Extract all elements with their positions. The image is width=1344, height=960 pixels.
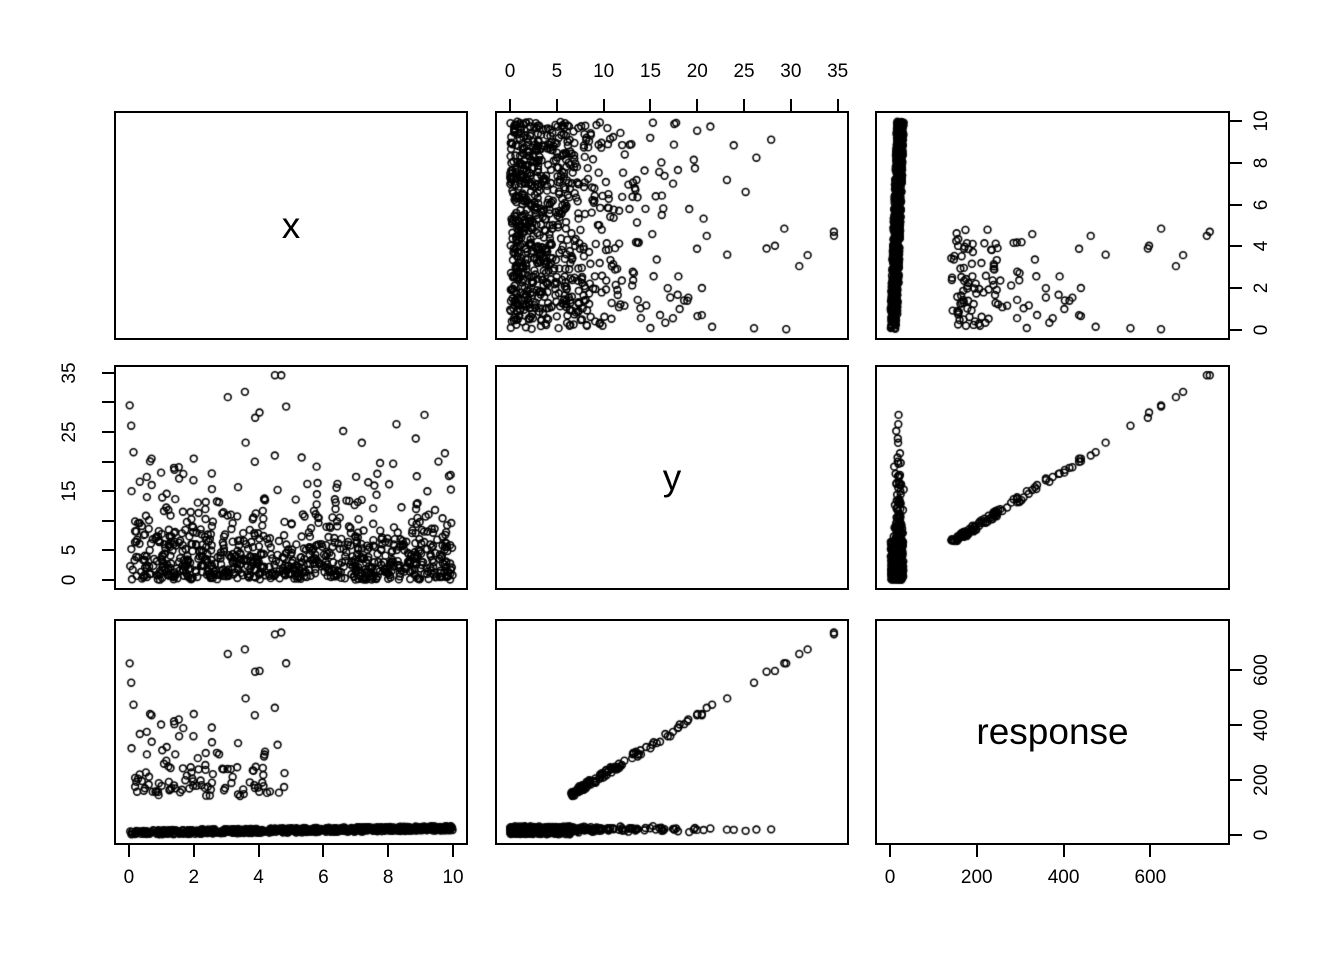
axis-tick (1230, 778, 1242, 781)
axis-tick (102, 431, 114, 433)
axis-tick (127, 845, 130, 857)
axis-tick-label: 35 (59, 362, 80, 384)
axis-tick-label: 0 (1251, 829, 1272, 841)
axis-tick (1230, 724, 1242, 726)
axis-tick-label: 4 (253, 867, 264, 888)
axis-tick (1230, 162, 1242, 164)
axis-tick (555, 99, 558, 111)
axis-tick-label: 2 (188, 867, 200, 888)
axis-tick (975, 845, 978, 857)
axis-tick-label: 15 (59, 480, 80, 502)
axis-tick-label: 35 (827, 61, 849, 82)
scatter-panel-y-vs-response (875, 365, 1230, 590)
axis-tick (889, 845, 892, 857)
axis-tick-label: 30 (780, 61, 802, 82)
diag-label-y: y (662, 456, 682, 498)
axis-tick-label: 10 (1251, 110, 1272, 132)
axis-tick-label: 2 (1251, 282, 1272, 294)
scatter-points-canvas (116, 367, 466, 588)
axis-tick (789, 99, 792, 111)
axis-tick-label: 5 (59, 544, 80, 556)
axis-tick (322, 845, 325, 857)
axis-tick-label: 8 (382, 867, 394, 888)
scatter-points-canvas (877, 367, 1228, 588)
axis-tick (102, 519, 114, 522)
axis-tick (102, 578, 114, 581)
diag-label-response: response (976, 711, 1129, 752)
axis-tick-label: 400 (1047, 867, 1080, 888)
axis-tick-label: 0 (504, 61, 516, 82)
axis-tick (509, 99, 512, 111)
diag-panel-response: response (875, 619, 1230, 845)
axis-tick-label: 25 (733, 61, 755, 82)
axis-tick-label: 400 (1251, 709, 1272, 741)
axis-tick-label: 15 (639, 61, 662, 82)
scatter-points-canvas (116, 621, 466, 843)
axis-tick-label: 200 (1251, 764, 1272, 796)
axis-tick-label: 10 (593, 61, 615, 82)
axis-tick (1230, 245, 1242, 248)
axis-tick-label: 600 (1134, 867, 1167, 888)
axis-tick (102, 371, 114, 374)
axis-tick-label: 600 (1251, 654, 1272, 686)
axis-tick (1230, 120, 1242, 123)
scatter-panel-response-vs-y (495, 619, 849, 845)
axis-tick-label: 8 (1251, 157, 1272, 169)
axis-tick (102, 401, 114, 404)
axis-tick-label: 6 (318, 867, 329, 888)
scatter-points-canvas (497, 621, 847, 843)
axis-tick (102, 490, 114, 493)
axis-tick-label: 20 (686, 61, 708, 82)
axis-tick (102, 549, 114, 552)
scatter-panel-x-vs-y (495, 111, 849, 340)
axis-tick (1230, 669, 1242, 672)
axis-tick (1230, 203, 1242, 206)
axis-tick-label: 0 (884, 867, 896, 888)
axis-tick (836, 99, 839, 111)
axis-tick (102, 460, 114, 463)
axis-tick (696, 99, 699, 111)
axis-tick-label: 5 (551, 61, 563, 82)
axis-tick-label: 200 (960, 867, 993, 888)
diag-panel-y: y (495, 365, 849, 590)
scatter-panel-y-vs-x (114, 365, 468, 590)
scatter-panel-x-vs-response (875, 111, 1230, 340)
axis-tick-label: 4 (1251, 241, 1272, 252)
axis-tick-label: 25 (59, 421, 80, 443)
axis-tick-label: 0 (123, 867, 135, 888)
axis-tick (387, 845, 390, 857)
axis-tick (1230, 833, 1242, 836)
axis-tick (192, 845, 195, 857)
axis-tick (743, 99, 746, 111)
diag-panel-x: x (114, 111, 468, 340)
axis-tick (602, 99, 605, 111)
scatter-points-canvas (877, 113, 1228, 338)
scatter-panel-response-vs-x (114, 619, 468, 845)
axis-tick (1230, 287, 1242, 289)
diag-label-x: x (281, 204, 301, 246)
axis-tick-label: 0 (1251, 324, 1272, 335)
axis-tick (1149, 845, 1152, 857)
axis-tick (1230, 328, 1242, 331)
axis-tick (257, 845, 260, 857)
axis-tick (452, 845, 455, 857)
axis-tick-label: 6 (1251, 199, 1272, 210)
scatter-points-canvas (497, 113, 847, 338)
axis-tick (1062, 845, 1065, 857)
axis-tick-label: 10 (442, 867, 464, 888)
axis-tick (649, 99, 652, 111)
